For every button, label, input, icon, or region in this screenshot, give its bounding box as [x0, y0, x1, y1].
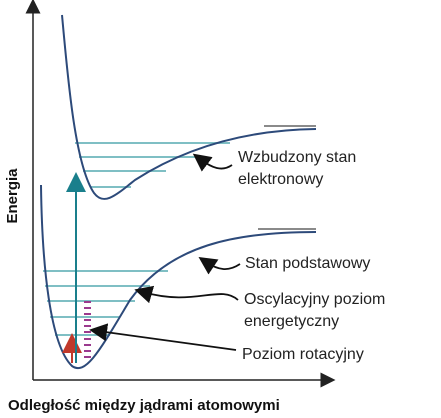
rotational-levels	[84, 301, 91, 358]
excited-pointer	[192, 153, 233, 172]
ground-vibrational-levels	[43, 270, 168, 336]
excited-state-curve	[61, 14, 317, 200]
excited-vibrational-levels	[75, 142, 230, 188]
vibrational-level-label-line1: Oscylacyjny poziom	[244, 291, 385, 308]
excited-state-label-line1: Wzbudzony stan	[238, 149, 356, 166]
vibrational-pointer	[134, 285, 239, 304]
ground-pointer	[198, 257, 241, 275]
x-axis-label: Odległość między jądrami atomowymi	[8, 397, 280, 414]
ground-state-curve	[40, 184, 317, 369]
y-axis-label: Energia	[4, 168, 21, 224]
ground-state-label: Stan podstawowy	[245, 255, 370, 272]
rotational-pointer	[89, 323, 237, 351]
vibrational-level-label-line2: energetyczny	[244, 313, 339, 330]
excited-state-label-line2: elektronowy	[238, 171, 323, 188]
rotational-level-label: Poziom rotacyjny	[242, 346, 364, 363]
